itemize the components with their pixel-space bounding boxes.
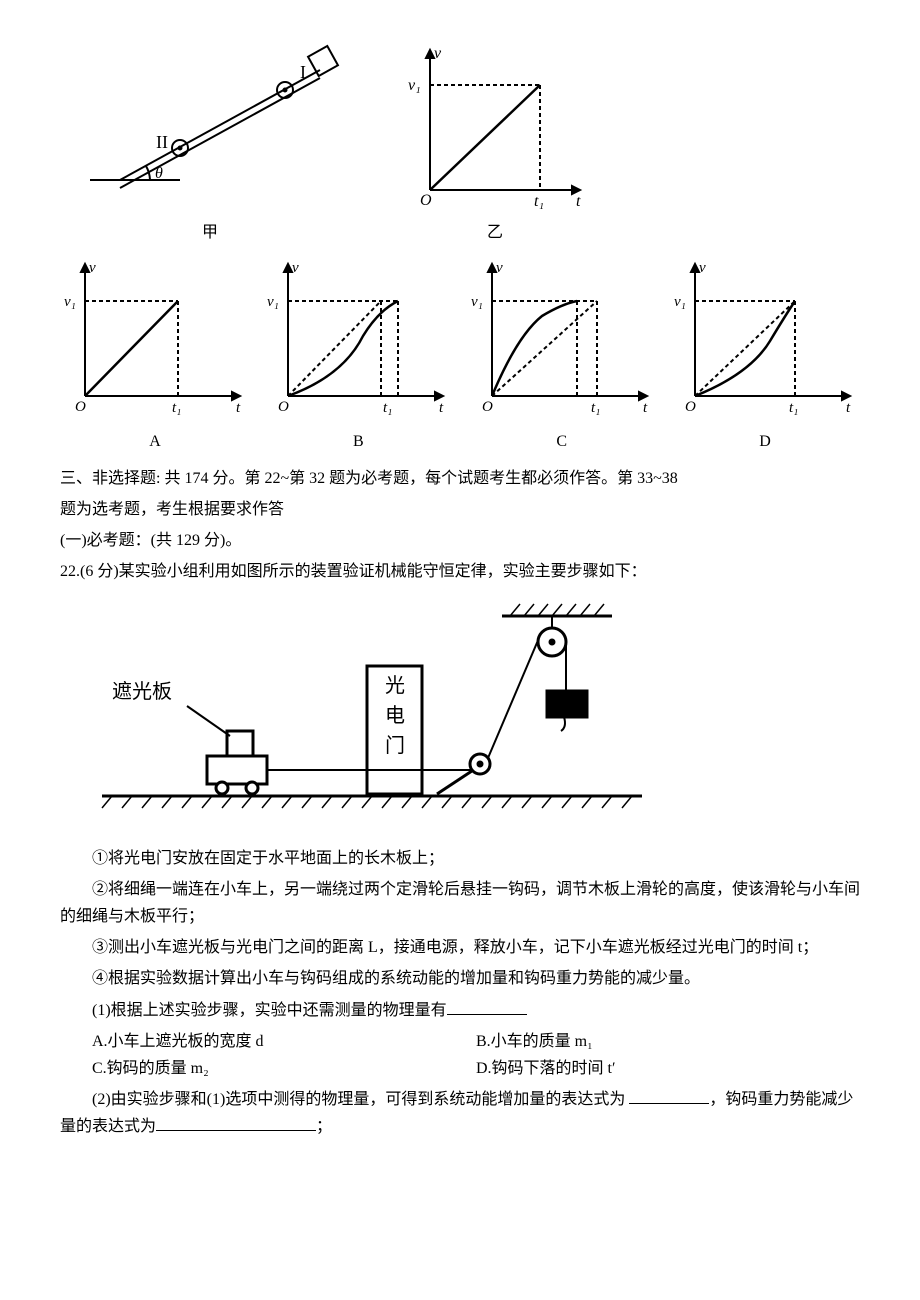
svg-text:O: O [482,399,493,415]
q2-suffix: ； [316,1118,332,1135]
svg-text:v₁: v₁ [64,294,76,310]
blank-q2b[interactable] [156,1114,316,1131]
svg-text:t: t [439,400,444,416]
svg-text:t₁: t₁ [172,400,181,416]
ref-caption: 乙 [400,219,590,246]
svg-text:光: 光 [385,674,405,697]
step-3: ③测出小车遮光板与光电门之间的距离 L，接通电源，释放小车，记下小车遮光板经过光… [60,934,860,961]
svg-text:t₁: t₁ [383,400,392,416]
incline-angle: θ [155,165,163,182]
svg-text:v: v [699,260,706,276]
step-4: ④根据实验数据计算出小车与钩码组成的系统动能的增加量和钩码重力势能的减少量。 [60,965,860,992]
ref-ytick: v₁ [408,77,421,94]
svg-text:t: t [236,400,241,416]
q1: (1)根据上述实验步骤，实验中还需测量的物理量有 [60,997,860,1024]
ref-xlabel: t [576,193,581,210]
svg-text:v₁: v₁ [267,294,279,310]
label-C: C [467,428,657,455]
label-B: B [263,428,453,455]
option-A: v₁ v O t₁ t A [60,256,250,454]
svg-text:v: v [89,260,96,276]
incline-svg: I II θ [60,40,360,210]
q2-prefix: (2)由实验步骤和(1)选项中测得的物理量，可得到系统动能增加量的表达式为 [92,1091,625,1108]
ref-graph-svg: v₁ v O t₁ t [400,40,590,210]
blank-q1[interactable] [447,998,527,1015]
opt-C: C.钩码的质量 m₂ [92,1055,476,1082]
ref-graph: v₁ v O t₁ t 乙 [400,40,590,246]
incline-label-I: I [300,62,306,82]
svg-text:O: O [75,399,86,415]
opt-A: A.小车上遮光板的宽度 d [92,1028,476,1055]
svg-text:t: t [846,400,851,416]
opt-D: D.钩码下落的时间 t′ [476,1055,860,1082]
svg-text:t₁: t₁ [591,400,600,416]
q1-text: (1)根据上述实验步骤，实验中还需测量的物理量有 [92,1002,447,1019]
incline-caption: 甲 [60,219,360,246]
q1-options: A.小车上遮光板的宽度 d B.小车的质量 m₁ C.钩码的质量 m₂ D.钩码… [92,1028,860,1082]
apparatus-figure: 遮光板 光 电 门 [92,596,860,835]
svg-text:门: 门 [385,734,405,757]
svg-text:O: O [278,399,289,415]
q2: (2)由实验步骤和(1)选项中测得的物理量，可得到系统动能增加量的表达式为 ，钩… [60,1086,860,1140]
option-B: v₁ v O t₁ t B [263,256,453,454]
q22-head: 22.(6 分)某实验小组利用如图所示的装置验证机械能守恒定律，实验主要步骤如下… [60,558,860,585]
svg-text:电: 电 [385,704,405,727]
label-D: D [670,428,860,455]
step-2: ②将细绳一端连在小车上，另一端绕过两个定滑轮后悬挂一钩码，调节木板上滑轮的高度，… [60,876,860,930]
option-C: v₁ v O t₁ t C [467,256,657,454]
shade-label: 遮光板 [112,680,172,703]
svg-text:v₁: v₁ [471,294,483,310]
incline-figure: I II θ 甲 [60,40,360,246]
incline-label-II: II [156,132,168,152]
section3-sub: (一)必考题：(共 129 分)。 [60,527,860,554]
svg-text:O: O [685,399,696,415]
blank-q2a[interactable] [629,1087,709,1104]
svg-text:v: v [496,260,503,276]
svg-text:v: v [292,260,299,276]
option-D: v₁ v O t₁ t D [670,256,860,454]
fig-row-1: I II θ 甲 v₁ v O t₁ t 乙 [60,40,860,246]
step-1: ①将光电门安放在固定于水平地面上的长木板上； [60,845,860,872]
ref-xtick: t₁ [534,193,544,210]
label-A: A [60,428,250,455]
opt-B: B.小车的质量 m₁ [476,1028,860,1055]
svg-text:t: t [643,400,648,416]
svg-text:t₁: t₁ [789,400,798,416]
svg-text:O: O [420,192,432,209]
section3-heading-line1: 三、非选择题: 共 174 分。第 22~第 32 题为必考题，每个试题考生都必… [60,465,860,492]
ref-ylabel: v [434,45,442,62]
options-row: v₁ v O t₁ t A v₁ v O t₁ t [60,256,860,454]
section3-heading-line2: 题为选考题，考生根据要求作答 [60,496,860,523]
svg-text:v₁: v₁ [674,294,686,310]
